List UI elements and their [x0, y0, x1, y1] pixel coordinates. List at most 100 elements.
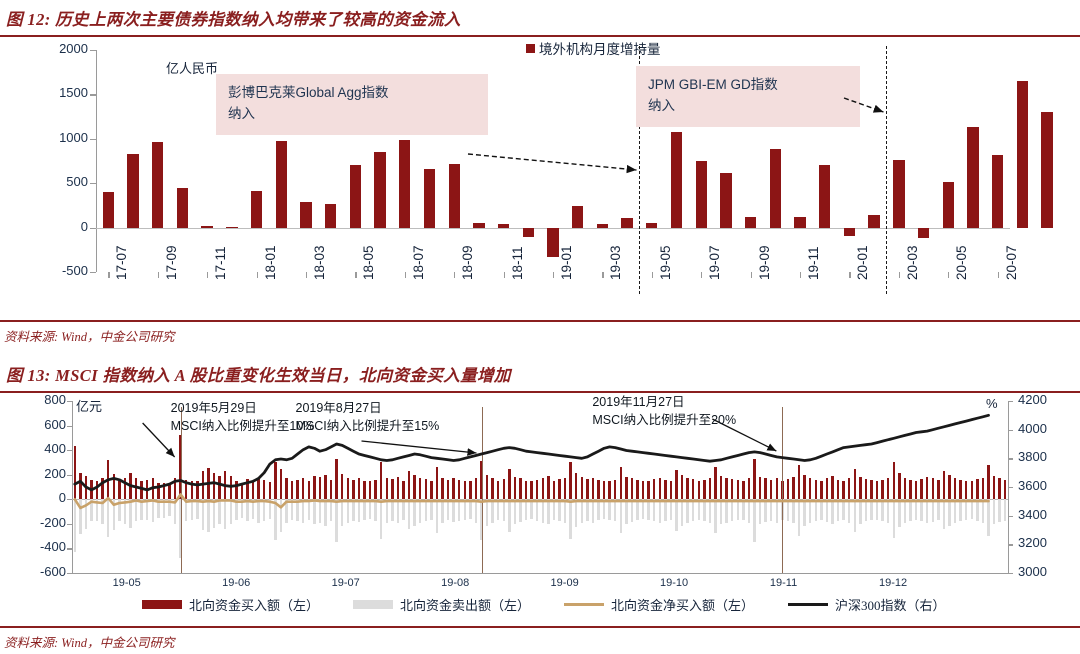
- bar-buy: [341, 474, 344, 500]
- figure-12-title-rule: [0, 35, 1080, 37]
- bar-buy: [90, 479, 93, 500]
- bar-buy: [731, 479, 734, 500]
- bar-sell: [742, 499, 745, 520]
- bar-sell: [809, 499, 812, 523]
- bar-buy: [881, 479, 884, 500]
- x-tick: [454, 272, 456, 278]
- bar-sell: [134, 499, 138, 522]
- figure-13-plot: -600 -400 -200 0 200 400 600 800 3000 3200 3400 360…: [0, 387, 1080, 619]
- x-tick-label: 20-03: [904, 245, 920, 280]
- bar-buy: [976, 479, 979, 500]
- bar-sell: [513, 499, 517, 524]
- bar-sell: [413, 499, 416, 526]
- bar-buy: [747, 477, 751, 500]
- bar-sell: [374, 499, 377, 521]
- bar-sell: [753, 499, 756, 542]
- bar-buy: [357, 478, 361, 500]
- bar: [794, 216, 806, 228]
- bar-sell: [703, 499, 706, 521]
- bar-sell: [970, 499, 973, 519]
- bar-buy: [792, 477, 795, 500]
- x-tick: [207, 272, 209, 278]
- bar-buy: [502, 479, 505, 500]
- bar-sell: [558, 499, 561, 522]
- x-tick-label: 19-03: [608, 245, 624, 280]
- bar-sell: [519, 499, 522, 522]
- legend-item-2[interactable]: 北向资金卖出额（左）: [353, 595, 530, 614]
- x-tick-label: 18-01: [262, 245, 278, 280]
- event-line-3: [782, 407, 784, 573]
- legend-item-3[interactable]: 北向资金净买入额（左）: [564, 595, 754, 614]
- bar-buy: [591, 477, 595, 500]
- legend-item-4[interactable]: 沪深300指数（右）: [788, 595, 946, 614]
- y-tick-right: [1008, 515, 1013, 517]
- bar-sell: [474, 499, 478, 523]
- bar: [201, 225, 213, 228]
- y-tick-label: 2000: [59, 41, 88, 56]
- bar-sell: [313, 499, 316, 524]
- bar-buy: [251, 482, 255, 500]
- bar-buy: [491, 477, 494, 500]
- bar-buy: [424, 479, 427, 500]
- bar-buy: [296, 479, 299, 500]
- bar-buy: [708, 477, 712, 500]
- bar-buy: [541, 477, 544, 500]
- bar-sell: [926, 499, 929, 524]
- bar-sell: [185, 499, 188, 522]
- bar-buy: [458, 479, 461, 500]
- legend-item-label: 沪深300指数（右）: [835, 598, 946, 613]
- bar: [917, 227, 930, 238]
- x-tick-label: 17-07: [114, 245, 130, 280]
- legend-item-1[interactable]: 北向资金买入额（左）: [142, 595, 319, 614]
- legend-swatch: [526, 43, 535, 53]
- x-axis-line: [72, 573, 1008, 575]
- bar-buy: [173, 477, 177, 500]
- x-tick-label: 20-01: [855, 245, 871, 280]
- bar-sell: [619, 499, 622, 534]
- bar-sell: [107, 499, 110, 538]
- bar-buy: [820, 480, 823, 500]
- bar-sell: [497, 499, 500, 520]
- x-tick-label: 17-11: [213, 246, 229, 280]
- bar-sell: [190, 499, 193, 520]
- bar-buy: [519, 478, 522, 500]
- x-tick: [503, 272, 505, 278]
- bar-buy: [680, 474, 684, 500]
- bar-buy: [380, 462, 383, 500]
- x-tick: [404, 272, 406, 278]
- bar-buy: [435, 467, 439, 500]
- bar-buy: [368, 481, 372, 500]
- x-tick-label: 18-11: [509, 246, 525, 280]
- bar-sell: [318, 499, 322, 524]
- x-tick-label: 19-01: [559, 245, 574, 280]
- bar-sell: [664, 499, 667, 521]
- bar-sell: [976, 499, 979, 522]
- bar-sell: [274, 499, 277, 540]
- bar-sell: [90, 499, 93, 522]
- y-tick-label-left: -200: [39, 514, 66, 530]
- bar-buy: [374, 479, 377, 500]
- bar-buy: [931, 478, 934, 500]
- y-tick-label-left: -400: [39, 539, 66, 555]
- bar-sell: [112, 499, 115, 530]
- bar-buy: [569, 462, 572, 500]
- x-tick: [553, 272, 555, 278]
- bar-sell: [179, 499, 182, 559]
- bar-sell: [758, 499, 762, 524]
- bar-sell: [680, 499, 684, 526]
- x-tick: [305, 272, 308, 278]
- bar: [399, 140, 411, 228]
- bar-buy: [307, 480, 310, 500]
- bar-buy: [530, 481, 533, 500]
- bar-buy: [190, 480, 193, 500]
- bar-buy: [134, 478, 138, 500]
- y-tick-label-left: -600: [39, 564, 66, 579]
- unit-label: 亿人民币: [166, 61, 219, 76]
- bar-buy: [352, 479, 355, 500]
- bar-sell: [530, 499, 533, 519]
- x-tick: [997, 272, 999, 278]
- bar-sell: [920, 499, 923, 522]
- bar-buy: [101, 478, 104, 500]
- bar-sell: [268, 499, 271, 519]
- bar-sell: [290, 499, 294, 521]
